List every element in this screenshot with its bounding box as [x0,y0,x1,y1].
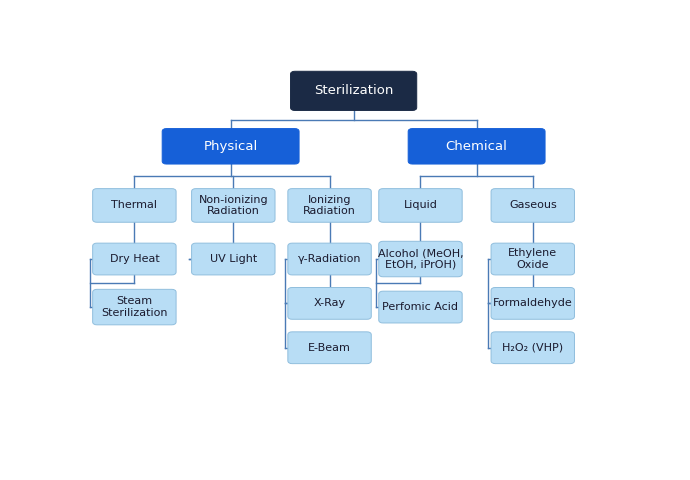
Text: Ethylene
Oxide: Ethylene Oxide [509,248,558,270]
FancyBboxPatch shape [288,288,371,319]
FancyBboxPatch shape [379,241,462,277]
Text: UV Light: UV Light [210,254,257,264]
Text: Dry Heat: Dry Heat [110,254,159,264]
Text: Formaldehyde: Formaldehyde [493,299,573,308]
FancyBboxPatch shape [92,289,176,325]
Text: γ-Radiation: γ-Radiation [298,254,362,264]
Text: Ionizing
Radiation: Ionizing Radiation [303,195,356,216]
Text: Physical: Physical [204,140,258,153]
FancyBboxPatch shape [192,189,275,222]
Text: Non-ionizing
Radiation: Non-ionizing Radiation [199,195,268,216]
Text: Sterilization: Sterilization [314,84,393,97]
Text: Gaseous: Gaseous [509,201,557,210]
FancyBboxPatch shape [92,189,176,222]
FancyBboxPatch shape [491,243,575,275]
FancyBboxPatch shape [491,189,575,222]
Text: Liquid: Liquid [404,201,437,210]
Text: Thermal: Thermal [111,201,157,210]
FancyBboxPatch shape [408,129,545,164]
FancyBboxPatch shape [92,243,176,275]
FancyBboxPatch shape [192,243,275,275]
FancyBboxPatch shape [288,189,371,222]
FancyBboxPatch shape [288,332,371,364]
FancyBboxPatch shape [491,332,575,364]
Text: H₂O₂ (VHP): H₂O₂ (VHP) [502,343,563,353]
Text: Chemical: Chemical [446,140,508,153]
Text: Alcohol (MeOH,
EtOH, iPrOH): Alcohol (MeOH, EtOH, iPrOH) [377,248,463,270]
FancyBboxPatch shape [288,243,371,275]
FancyBboxPatch shape [379,189,462,222]
FancyBboxPatch shape [491,288,575,319]
FancyBboxPatch shape [162,129,299,164]
Text: X-Ray: X-Ray [313,299,346,308]
FancyBboxPatch shape [379,291,462,323]
Text: Steam
Sterilization: Steam Sterilization [101,296,168,318]
Text: E-Beam: E-Beam [308,343,351,353]
Text: Perfomic Acid: Perfomic Acid [382,302,458,312]
FancyBboxPatch shape [290,71,417,110]
